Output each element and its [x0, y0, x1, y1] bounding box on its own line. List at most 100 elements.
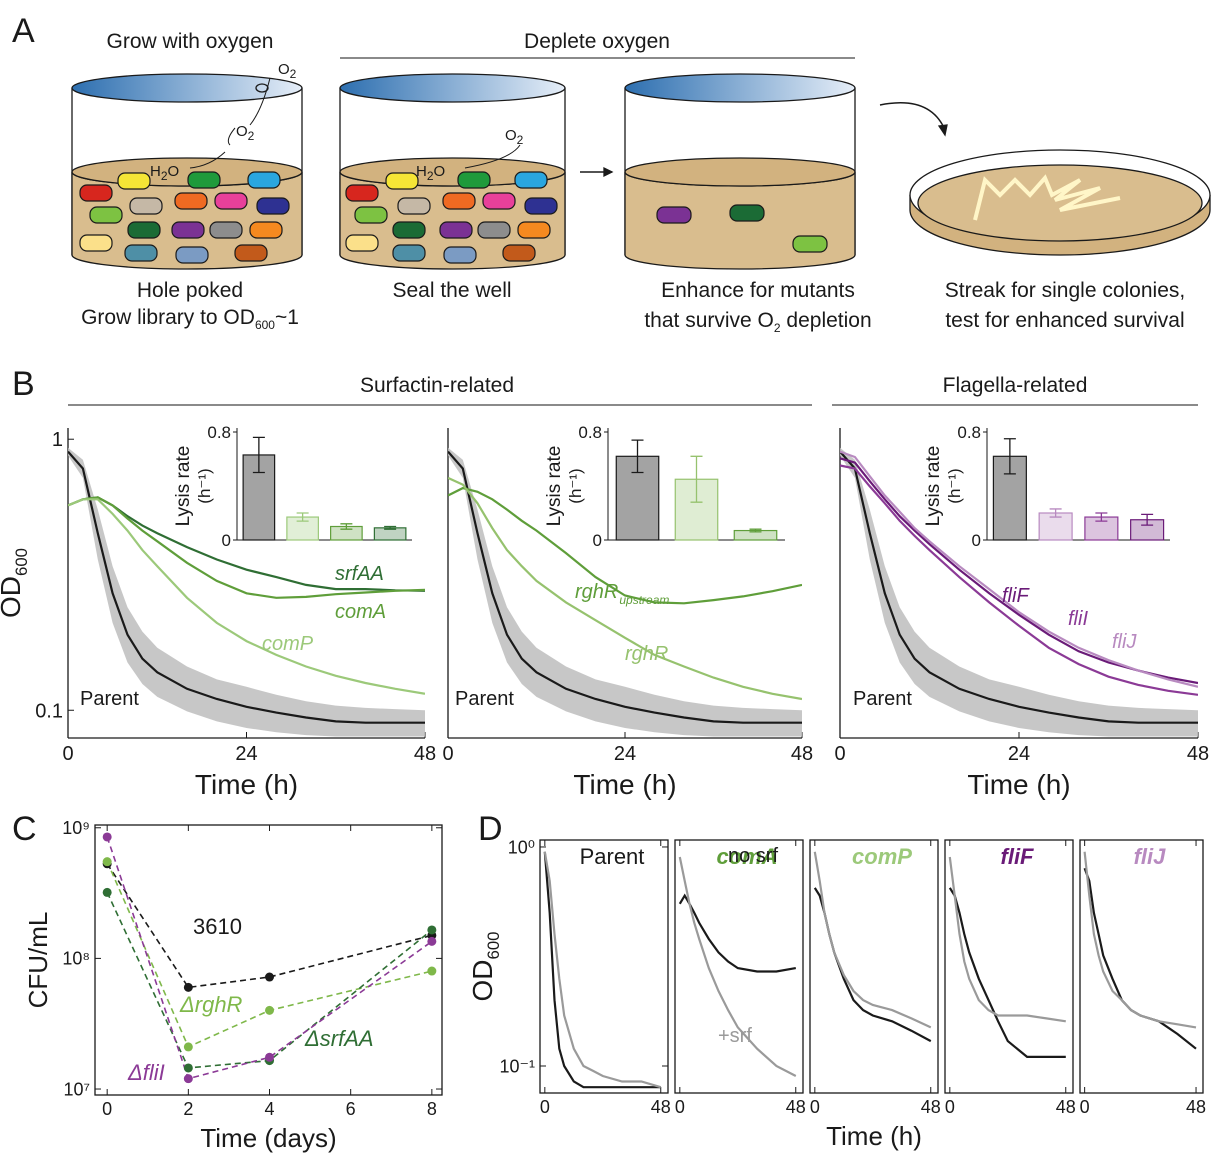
- y-axis-label-main: OD: [0, 576, 26, 618]
- x-tick-label: 24: [1008, 743, 1030, 765]
- x-axis-label: Time (h): [826, 1121, 922, 1151]
- series-line: [1085, 852, 1196, 1028]
- caption: test for enhanced survival: [945, 309, 1184, 332]
- chart-title: fliF: [1001, 844, 1035, 869]
- x-axis-label: Time (h): [573, 769, 676, 800]
- y-axis-label: Lysis rate: [923, 446, 944, 527]
- caption: Enhance for mutants: [661, 279, 855, 302]
- petri-dish: [910, 150, 1210, 255]
- x-tick-label: 48: [1056, 1097, 1076, 1117]
- series-label: no srf: [728, 845, 778, 867]
- caption: Grow library to OD600~1: [81, 306, 299, 332]
- y-axis-label: OD600: [0, 548, 31, 618]
- y-axis-label-unit: (h⁻¹): [945, 468, 964, 503]
- x-tick-label: 24: [614, 743, 636, 765]
- plot-area: [1085, 852, 1196, 1049]
- chart-title: Parent: [580, 844, 645, 869]
- line-chart: 0 48 fliJ: [1080, 840, 1206, 1117]
- figure: A B C D Grow with oxygen Deplete oxygen …: [0, 0, 1220, 1156]
- plot-frame: [675, 840, 803, 1093]
- line-chart: 0244810.1Time (h)OD600ParentsrfAAcomAcom…: [0, 428, 436, 800]
- panel-a: [72, 58, 1210, 269]
- y-tick-label: 0.8: [578, 423, 602, 442]
- plot-area: [815, 852, 931, 1041]
- header: Deplete oxygen: [524, 30, 670, 53]
- group-header: Surfactin-related: [360, 374, 514, 397]
- x-tick-label: 6: [346, 1099, 356, 1119]
- x-tick-label: 48: [1186, 1097, 1206, 1117]
- series-label: fliI: [1068, 608, 1088, 630]
- x-tick-label: 24: [235, 743, 257, 765]
- x-tick-label: 48: [786, 1097, 806, 1117]
- data-point: [184, 983, 193, 992]
- x-tick-label: 0: [540, 1097, 550, 1117]
- panel-label: B: [12, 365, 35, 403]
- series-label: comP: [262, 633, 314, 655]
- caption: that survive O2 depletion: [644, 309, 871, 335]
- panel-label: C: [12, 810, 37, 848]
- y-tick-label: 0.1: [35, 700, 63, 722]
- data-point: [265, 973, 274, 982]
- chart-title: fliJ: [1134, 844, 1167, 869]
- y-axis-label-main: CFU/mL: [23, 912, 53, 1009]
- header: Grow with oxygen: [107, 30, 274, 53]
- x-tick-label: 48: [651, 1097, 671, 1117]
- series-label: ΔsrfAA: [304, 1026, 374, 1051]
- y-tick-label: 0.8: [207, 423, 231, 442]
- series-label: Parent: [80, 688, 139, 710]
- y-axis-label-sub: 600: [484, 932, 503, 960]
- series-label: Parent: [853, 688, 912, 710]
- x-tick-label: 0: [442, 743, 453, 765]
- y-axis-label: CFU/mL: [23, 912, 53, 1009]
- data-point: [184, 1063, 193, 1072]
- data-point: [427, 967, 436, 976]
- data-point: [265, 1053, 274, 1062]
- data-point: [427, 937, 436, 946]
- plot-frame: [945, 840, 1073, 1093]
- y-axis-label-unit: (h⁻¹): [195, 468, 214, 503]
- x-tick-label: 0: [102, 1099, 112, 1119]
- x-tick-label: 48: [921, 1097, 941, 1117]
- plot-frame: [540, 840, 668, 1093]
- x-axis-label: Time (h): [967, 769, 1070, 800]
- chart-title: comP: [852, 844, 912, 869]
- y-tick-label: 0: [593, 531, 602, 550]
- series-line: [1085, 868, 1196, 1048]
- y-axis-label: Lysis rate: [173, 446, 194, 527]
- x-axis-label: Time (h): [195, 769, 298, 800]
- y-tick-label: 1: [52, 429, 63, 451]
- x-tick-label: 0: [62, 743, 73, 765]
- y-tick-label: 10⁸: [62, 949, 90, 969]
- y-tick-label: 10⁻¹: [499, 1056, 535, 1076]
- group-header: Flagella-related: [943, 374, 1088, 397]
- data-point: [265, 1006, 274, 1015]
- y-axis-label: Lysis rate: [544, 446, 565, 527]
- series-line: [815, 852, 931, 1028]
- series-label: ΔrghR: [179, 992, 243, 1017]
- chem-label: O2: [236, 123, 255, 143]
- series-label-sub: upstream: [619, 593, 669, 607]
- y-tick-label: 0: [222, 531, 231, 550]
- panel-label: A: [12, 12, 35, 50]
- y-tick-label: 10⁹: [62, 818, 90, 838]
- x-tick-label: 0: [945, 1097, 955, 1117]
- series-label: srfAA: [335, 563, 384, 585]
- series-line: [545, 852, 661, 1087]
- plot-frame: [1080, 840, 1203, 1093]
- series-line: [107, 837, 432, 1079]
- caption: Streak for single colonies,: [945, 279, 1185, 302]
- y-axis-label: OD600: [467, 932, 503, 1002]
- x-tick-label: 48: [1187, 743, 1209, 765]
- x-axis-label: Time (days): [200, 1123, 336, 1153]
- data-point: [103, 857, 112, 866]
- x-tick-label: 48: [414, 743, 436, 765]
- x-tick-label: 48: [791, 743, 813, 765]
- series-label: fliF: [1002, 585, 1030, 607]
- y-tick-label: 0: [972, 531, 981, 550]
- series-label: ΔfliI: [127, 1060, 165, 1085]
- x-tick-label: 0: [1080, 1097, 1090, 1117]
- y-tick-label: 10⁰: [508, 837, 535, 857]
- x-tick-label: 0: [834, 743, 845, 765]
